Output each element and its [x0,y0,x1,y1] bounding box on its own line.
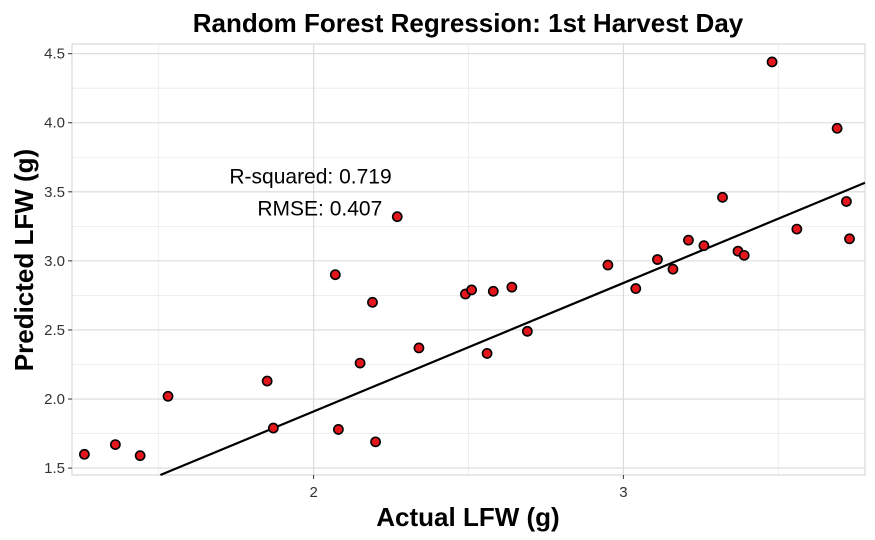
y-tick-label: 4.5 [44,46,65,63]
data-point [109,439,121,451]
plot-panel [71,43,866,476]
data-point [332,424,344,435]
y-tick-label: 4.0 [44,115,65,132]
data-point [841,196,852,207]
y-tick-label: 3.5 [44,184,65,201]
data-point [831,122,843,134]
data-point [354,357,366,369]
data-points [78,56,855,462]
data-point [162,390,174,402]
data-point [602,259,614,271]
chart-title: Random Forest Regression: 1st Harvest Da… [193,8,744,38]
data-point [667,263,679,275]
data-point [630,283,642,294]
data-point [391,211,403,223]
x-tick-label: 3 [619,484,627,501]
data-point [652,254,663,265]
data-point [329,269,341,281]
data-point [134,450,146,462]
data-point [466,284,477,296]
annotations: R-squared: 0.719 RMSE: 0.407 [229,166,391,221]
data-point [521,325,533,337]
y-tick-label: 1.5 [44,460,65,477]
stat-annotation: R-squared: 0.719 [229,166,391,189]
data-point [791,223,803,235]
y-tick-label: 2.0 [44,391,65,408]
data-point [683,234,694,246]
y-tick-label: 2.5 [44,322,65,339]
data-point [78,448,90,460]
stat-annotation: RMSE: 0.407 [257,197,382,220]
data-point [267,422,279,434]
data-point [367,296,378,308]
data-point [738,249,750,261]
data-point [766,56,778,68]
data-point [717,191,728,203]
data-point [506,281,518,293]
y-tick-label: 3.0 [44,253,65,270]
data-point [698,240,710,252]
x-axis-title: Actual LFW (g) [376,502,559,532]
x-tick-label: 2 [309,484,317,501]
data-point [844,233,855,245]
data-point [370,436,381,448]
data-point [413,342,425,354]
data-point [261,375,273,387]
data-point [487,285,499,297]
data-point [481,348,493,359]
grid [72,44,865,475]
y-axis-title: Predicted LFW (g) [9,149,39,371]
axis-ticks: 2 3 1.5 2.0 2.5 3.0 3.5 4.0 4.5 [44,46,627,501]
